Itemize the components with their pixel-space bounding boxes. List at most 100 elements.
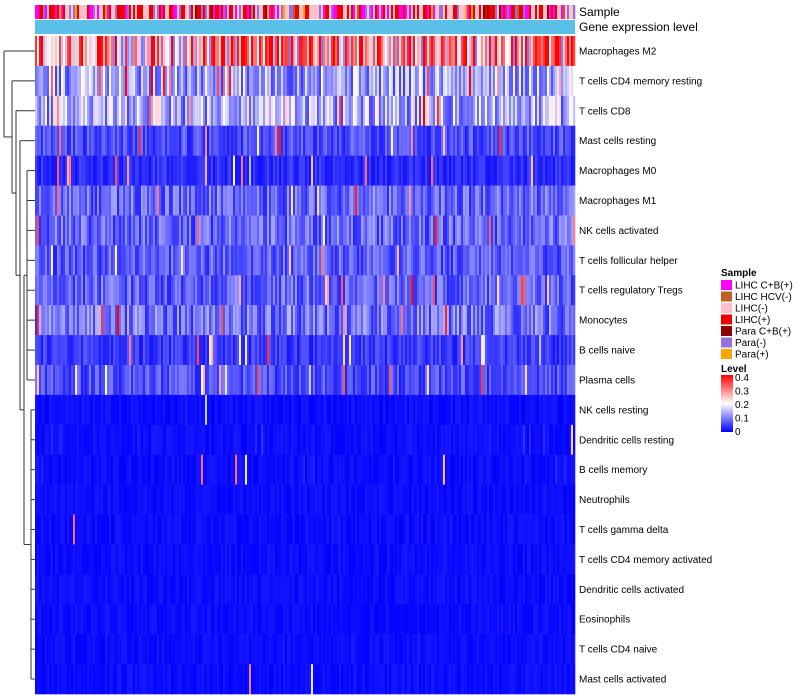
heatmap-cell	[533, 365, 536, 396]
heatmap-cell	[427, 275, 430, 306]
heatmap-cell	[515, 275, 518, 306]
heatmap-cell	[191, 335, 194, 366]
heatmap-cell	[303, 65, 306, 97]
heatmap-cell	[541, 65, 544, 97]
heatmap-cell	[383, 305, 386, 336]
heatmap-cell	[57, 365, 60, 396]
heatmap-cell	[473, 424, 476, 456]
heatmap-cell	[87, 36, 90, 67]
heatmap-cell	[165, 155, 168, 186]
heatmap-cell	[509, 36, 512, 67]
heatmap-cell	[381, 454, 384, 485]
heatmap-cell	[225, 484, 228, 515]
heatmap-cell	[571, 275, 574, 306]
heatmap-cell	[439, 245, 442, 276]
heatmap-cell	[137, 65, 140, 97]
heatmap-cell	[439, 65, 442, 97]
heatmap-cell	[91, 514, 94, 545]
sample-cell	[55, 5, 58, 19]
heatmap-cell	[125, 305, 128, 336]
heatmap-cell	[459, 185, 462, 216]
heatmap-cell	[111, 484, 114, 515]
heatmap-cell	[165, 514, 168, 545]
sample-cell	[375, 5, 378, 19]
heatmap-cell	[329, 305, 332, 336]
heatmap-cell	[113, 65, 116, 97]
sample-cell	[205, 5, 208, 19]
heatmap-cell	[125, 454, 128, 485]
heatmap-cell	[541, 155, 544, 186]
heatmap-cell	[513, 155, 516, 186]
heatmap-cell	[191, 454, 194, 485]
heatmap-cell	[41, 275, 44, 306]
sample-cell	[437, 5, 440, 19]
heatmap-cell	[279, 275, 282, 306]
heatmap-cell	[333, 65, 336, 97]
heatmap-cell	[499, 335, 502, 366]
heatmap-cell	[97, 335, 100, 366]
heatmap-cell	[447, 155, 450, 186]
heatmap-cell	[473, 155, 476, 186]
heatmap-cell	[325, 185, 328, 216]
heatmap-cell	[321, 155, 324, 186]
heatmap-cell	[457, 155, 460, 186]
heatmap-cell	[265, 514, 268, 545]
heatmap-cell	[303, 215, 306, 246]
heatmap-cell	[377, 185, 380, 216]
heatmap-cell	[105, 36, 108, 67]
heatmap-cell	[231, 484, 234, 515]
sample-cell	[69, 5, 72, 19]
heatmap-cell	[235, 335, 238, 366]
heatmap-cell	[59, 365, 62, 396]
heatmap-cell	[129, 484, 132, 515]
heatmap-cell	[289, 95, 292, 127]
heatmap-cell	[471, 454, 474, 485]
heatmap-cell	[563, 245, 566, 276]
heatmap-cell	[471, 65, 474, 97]
heatmap-cell	[87, 95, 90, 127]
heatmap-cell	[269, 245, 272, 276]
heatmap-cell	[115, 65, 118, 97]
heatmap-cell	[147, 394, 150, 426]
heatmap-cell	[357, 365, 360, 396]
heatmap-cell	[211, 36, 214, 67]
heatmap-cell	[163, 305, 166, 336]
heatmap-cell	[303, 245, 306, 276]
heatmap-cell	[425, 185, 428, 216]
heatmap-cell	[385, 365, 388, 396]
heatmap-cell	[255, 424, 258, 456]
heatmap-cell	[273, 245, 276, 276]
heatmap-cell	[145, 155, 148, 186]
heatmap-cell	[479, 335, 482, 366]
heatmap-cell	[217, 424, 220, 456]
heatmap-cell	[499, 185, 502, 216]
heatmap-cell	[243, 514, 246, 545]
heatmap-cell	[171, 65, 174, 97]
heatmap-cell	[219, 245, 222, 276]
heatmap-cell	[535, 394, 538, 426]
heatmap-cell	[209, 335, 212, 366]
heatmap-cell	[233, 65, 236, 97]
heatmap-cell	[95, 484, 98, 515]
heatmap-cell	[97, 365, 100, 396]
sample-cell	[483, 5, 486, 19]
heatmap-cell	[515, 155, 518, 186]
heatmap-cell	[475, 335, 478, 366]
heatmap-cell	[359, 335, 362, 366]
heatmap-cell	[105, 215, 108, 246]
sample-cell	[501, 5, 504, 19]
heatmap-cell	[389, 125, 392, 156]
heatmap-cell	[543, 125, 546, 156]
heatmap-cell	[513, 365, 516, 396]
heatmap-cell	[183, 454, 186, 485]
heatmap-cell	[41, 305, 44, 336]
heatmap-cell	[189, 185, 192, 216]
heatmap-cell	[551, 215, 554, 246]
heatmap-cell	[515, 245, 518, 276]
heatmap-cell	[227, 215, 230, 246]
heatmap-cell	[551, 245, 554, 276]
heatmap-cell	[527, 275, 530, 306]
heatmap-cell	[457, 36, 460, 67]
heatmap-cell	[51, 514, 54, 545]
heatmap-cell	[255, 215, 258, 246]
